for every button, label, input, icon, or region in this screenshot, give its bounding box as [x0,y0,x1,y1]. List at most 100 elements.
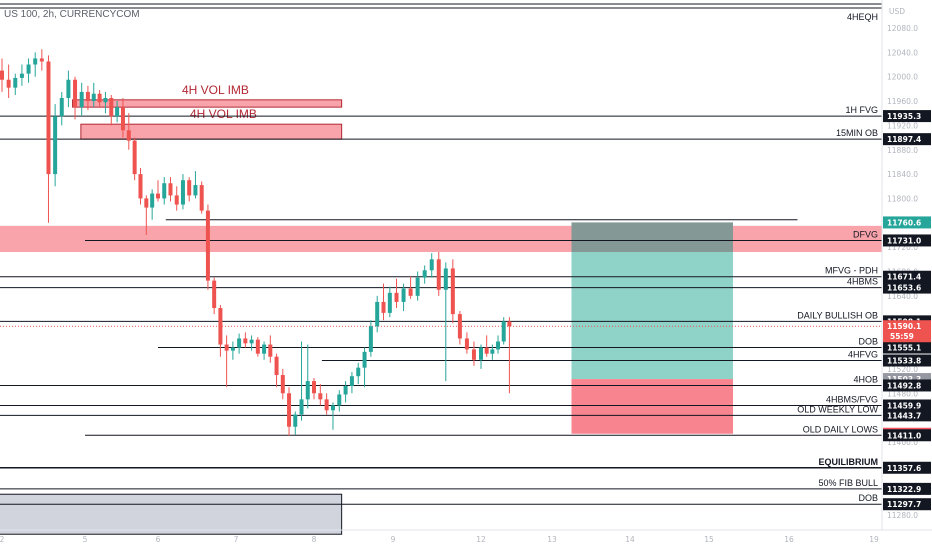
price-badge-label: 11297.7 [887,500,921,509]
price-badge-label: 11653.6 [887,284,921,293]
price-badge-label: 11533.8 [887,356,921,365]
candle-body [471,349,476,360]
candle-body [484,347,489,354]
candle-body [237,338,242,348]
level-label: MFVG - PDH [825,266,878,276]
level-label: 15MIN OB [836,128,878,138]
candle-body [337,394,342,406]
candle-body [422,270,427,278]
level-label: 4HBMS [847,277,878,287]
price-tick-label: 11960.0 [887,97,918,106]
time-tick-label: 9 [391,535,396,544]
price-badge-label: 11731.0 [887,236,921,245]
price-tick-label: 12080.0 [887,24,918,33]
price-badge [883,354,931,367]
overlap-zone [571,222,733,253]
price-badge [883,216,931,229]
candle-body [375,301,380,327]
candle-body [120,107,125,131]
candle-body [97,93,102,103]
level-label: OLD DAILY LOWS [803,424,878,434]
candle-body [343,385,348,395]
time-tick-label: 15 [704,535,714,544]
price-badge-label: 11760.6 [887,218,921,227]
candle-body [501,321,506,342]
candle-body [324,399,329,411]
candle-body [507,321,512,327]
price-badge-label: 11671.4 [887,273,921,282]
time-tick-label: 5 [83,535,88,544]
candle-body [187,180,192,196]
zone-label: 4H VOL IMB [182,83,249,97]
price-tick-label: 11880.0 [887,146,918,155]
candle-body [274,356,279,375]
price-badge [883,281,931,294]
price-axis[interactable]: 11280.011320.011360.011400.011440.011480… [881,0,931,530]
candle-body [218,308,223,345]
price-badge [883,399,931,412]
level-label: DOB [858,337,878,347]
candle-body [362,351,367,368]
candle-body [168,183,173,196]
candle-body [85,91,90,102]
candle-body [401,288,406,302]
candle-body [249,339,254,344]
time-tick-label: 12 [476,535,486,544]
price-badge [883,234,931,247]
imbalance-zone [72,99,343,108]
price-tick-label: 11280.0 [887,511,918,520]
candle-body [6,79,11,88]
zone-label: 4H VOL IMB [190,107,257,121]
price-badge-label: 11357.6 [887,464,921,473]
price-badge [883,429,931,442]
level-label: DFVG [853,229,878,239]
time-tick-label: 6 [156,535,161,544]
candle-body [132,140,137,175]
level-label: 50% FIB BULL [818,478,878,488]
level-label: DOB [858,493,878,503]
candle-body [457,314,462,339]
candle-body [349,376,354,386]
candle-body [174,195,179,205]
candle-body [368,326,373,352]
price-badge-label: 11411.0 [887,431,921,440]
candle-body [156,193,160,199]
candle-body [126,130,131,141]
price-tick-label: 12000.0 [887,73,918,82]
candle-body [381,301,386,313]
price-tick-label: 11640.0 [887,292,918,301]
candle-body [243,338,248,344]
price-badge-label: 11443.7 [887,411,921,420]
price-badge-label: 11555.1 [887,344,921,353]
current-price-label: 11590.1 [887,322,921,331]
price-tick-label: 11840.0 [887,170,918,179]
price-badge-label: 11897.4 [887,135,921,144]
level-label: 1H FVG [845,105,878,115]
time-tick-label: 13 [547,535,557,544]
candle-body [103,98,108,103]
candles-layer [0,49,512,436]
candle-body [91,93,96,102]
price-badge [883,461,931,474]
candle-body [180,180,185,205]
candle-body [479,347,483,360]
candle-body [394,292,399,302]
time-axis[interactable]: 2 5 6 7 8 9 12 13 14 15 16 19 [0,529,932,544]
candle-body [230,347,235,351]
candle-body [280,374,285,394]
candle-body [287,393,292,427]
candle-body [39,58,44,62]
candle-body [415,277,420,296]
candle-body [305,381,310,400]
time-tick-label: 7 [234,535,239,544]
candle-body [199,185,204,211]
candle-body [193,185,198,196]
price-tick-label: 11480.0 [887,389,918,398]
candle-body [356,367,361,377]
imbalance-zone [0,225,882,253]
symbol-title: US 100, 2h, CURRENCYCOM [4,9,140,20]
candle-body [496,341,501,350]
candle-body [115,107,120,117]
long-position-tool[interactable] [571,222,734,434]
